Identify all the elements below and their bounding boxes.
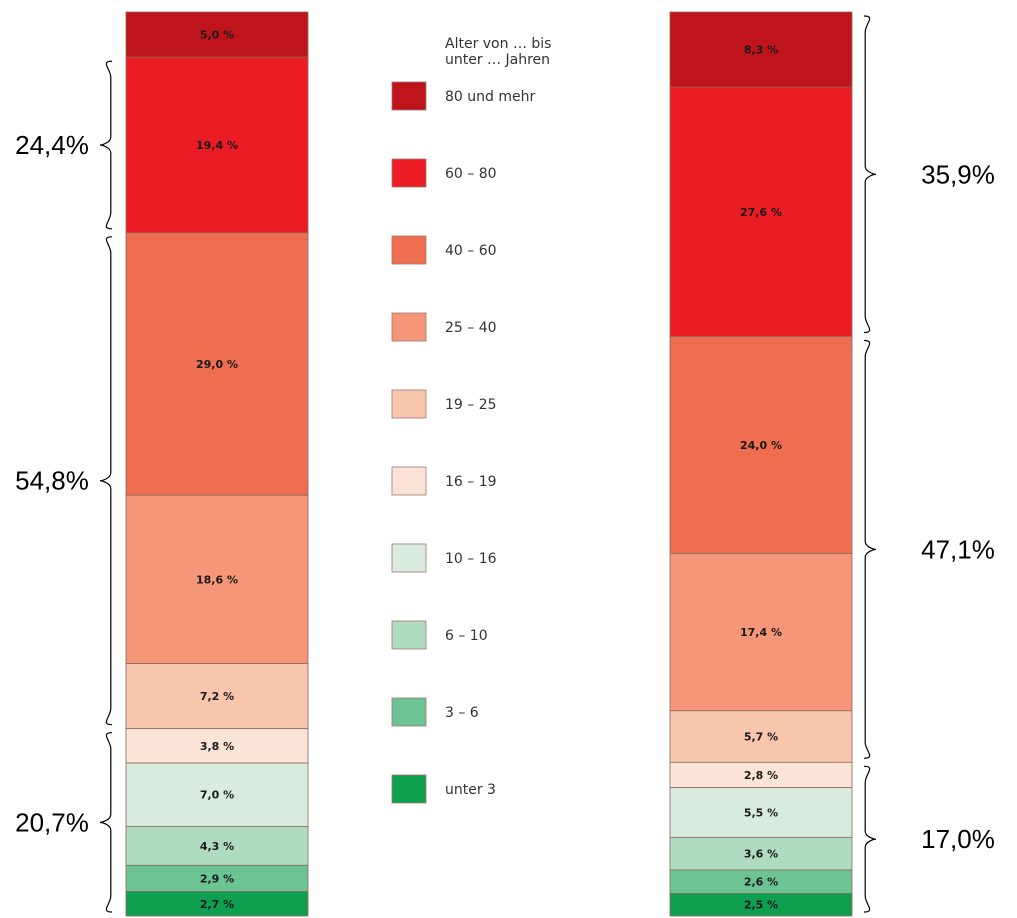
group-percent-label: 17,0% (921, 824, 995, 854)
legend-swatch (391, 774, 427, 804)
bar-segment (125, 56, 309, 234)
legend-title: Alter von … bis (445, 36, 551, 52)
segment-value-label: 19,4 % (196, 139, 238, 152)
legend-label: 10 – 16 (445, 551, 497, 567)
segment-value-label: 17,4 % (740, 626, 782, 639)
segment-value-label: 18,6 % (196, 573, 238, 586)
bar-segment (125, 663, 309, 730)
legend-swatch (391, 543, 427, 573)
legend-swatch (391, 312, 427, 342)
group-brace (99, 60, 113, 230)
segment-value-label: 5,7 % (744, 731, 778, 744)
segment-value-label: 2,8 % (744, 769, 778, 782)
legend-swatch (391, 158, 427, 188)
group-percent-label: 24,4% (15, 130, 89, 160)
group-brace (99, 732, 113, 913)
bar-segment (669, 893, 853, 917)
group-percent-label: 20,7% (15, 807, 89, 837)
bar-segment (669, 787, 853, 838)
legend-swatch (391, 697, 427, 727)
legend-label: 3 – 6 (445, 705, 479, 721)
segment-value-label: 7,2 % (200, 690, 234, 703)
bar-segment (669, 710, 853, 763)
bar-segment (669, 336, 853, 554)
segment-value-label: 3,8 % (200, 740, 234, 753)
segment-value-label: 5,0 % (200, 29, 234, 42)
bar-segment (125, 494, 309, 664)
segment-value-label: 5,5 % (744, 806, 778, 819)
bar-segment (125, 11, 309, 58)
stacked-bar-2: 8,3 % 27,6 % 24,0 % 17,4 % 5,7 % 2,8 % 5,5 % 3,… (669, 11, 853, 917)
legend-swatch (391, 81, 427, 111)
legend-title: unter … Jahren (445, 52, 550, 68)
segment-value-label: 27,6 % (740, 206, 782, 219)
bar-segment (669, 836, 853, 871)
group-brace (863, 339, 877, 759)
segment-value-label: 3,6 % (744, 848, 778, 861)
stacked-bar-1: 5,0 % 19,4 % 29,0 % 18,6 % 7,2 % 3,8 % 7,0 % 4,… (125, 11, 309, 917)
group-brace (99, 236, 113, 726)
group-brace (863, 765, 877, 913)
segment-value-label: 2,6 % (744, 876, 778, 889)
legend-swatch (391, 389, 427, 419)
group-percent-label: 54,8% (15, 466, 89, 496)
group-percent-label: 47,1% (921, 534, 995, 564)
bar-segment (125, 728, 309, 764)
segment-value-label: 8,3 % (744, 44, 778, 57)
segment-value-label: 2,5 % (744, 899, 778, 912)
bar-segment (125, 232, 309, 496)
segment-value-label: 29,0 % (196, 358, 238, 371)
group-percent-label: 35,9% (921, 159, 995, 189)
legend-swatch (391, 235, 427, 265)
bar-segment (669, 761, 853, 789)
legend-label: 19 – 25 (445, 397, 497, 413)
legend-label: 25 – 40 (445, 320, 497, 336)
bar-segment (125, 826, 309, 866)
segment-value-label: 2,7 % (200, 898, 234, 911)
bar-segment (669, 11, 853, 88)
segment-value-label: 7,0 % (200, 789, 234, 802)
legend-label: 40 – 60 (445, 243, 497, 259)
bar-segment (125, 891, 309, 917)
legend-label: 80 und mehr (445, 89, 535, 105)
legend-swatch (391, 466, 427, 496)
bar-segment (669, 86, 853, 337)
segment-value-label: 4,3 % (200, 840, 234, 853)
legend-label: 60 – 80 (445, 166, 497, 182)
segment-value-label: 2,9 % (200, 872, 234, 885)
legend-label: 6 – 10 (445, 628, 488, 644)
group-brace (863, 15, 877, 334)
bar-segment (669, 553, 853, 712)
segment-value-label: 24,0 % (740, 439, 782, 452)
legend-label: unter 3 (445, 782, 496, 798)
legend-label: 16 – 19 (445, 474, 497, 490)
legend-swatch (391, 620, 427, 650)
